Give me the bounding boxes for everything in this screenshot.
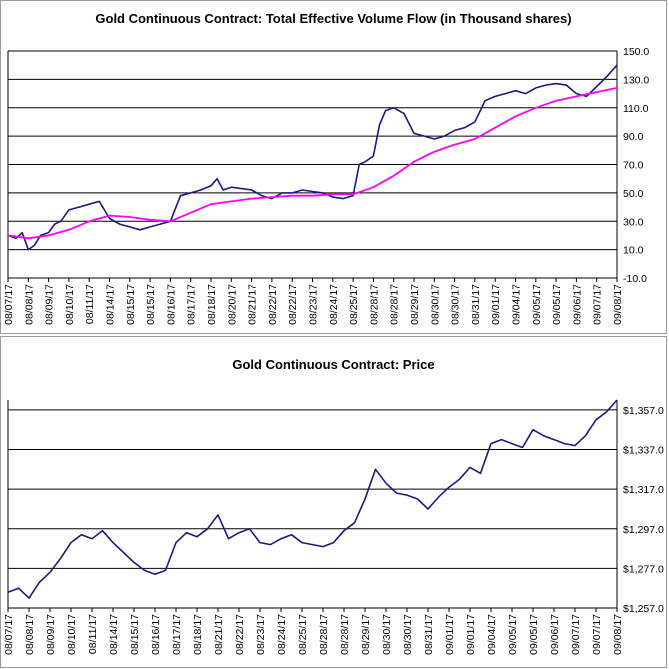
y-tick-label: $1,337.0: [623, 445, 664, 457]
x-tick-label: 09/05/17: [531, 284, 543, 325]
x-tick-label: 08/08/17: [24, 614, 36, 655]
price-chart-title: Gold Continuous Contract: Price: [232, 357, 435, 372]
x-tick-label: 08/28/17: [318, 614, 330, 655]
y-tick-label: 30.0: [623, 216, 644, 228]
x-tick-label: 08/20/17: [226, 284, 238, 325]
x-tick-label: 09/08/17: [612, 284, 624, 325]
x-tick-label: 08/18/17: [192, 614, 204, 655]
x-tick-label: 08/23/17: [308, 284, 320, 325]
y-tick-label: $1,277.0: [623, 563, 664, 575]
x-tick-label: 08/24/17: [276, 614, 288, 655]
x-tick-label: 08/30/17: [429, 284, 441, 325]
x-tick-label: 09/07/17: [591, 614, 603, 655]
volume-flow-chart: -10.0 10.0 30.0 50.0 70.0 90.0 110.0 130.0 150.0…: [3, 46, 649, 325]
y-tick-label: $1,257.0: [623, 603, 664, 615]
x-tick-label: 08/29/17: [360, 614, 372, 655]
y-tick-label: 90.0: [623, 131, 644, 143]
x-tick-label: 08/25/17: [348, 284, 360, 325]
x-tick-label: 08/11/17: [87, 614, 99, 654]
x-tick-label: 09/04/17: [511, 284, 523, 325]
x-tick-label: 08/28/17: [368, 284, 380, 325]
x-tick-label: 09/05/17: [528, 614, 540, 655]
y-tick-label: $1,317.0: [623, 484, 664, 496]
x-tick-label: 09/08/17: [612, 614, 624, 655]
x-tick-label: 08/07/17: [3, 614, 15, 655]
x-tick-label: 08/11/17: [84, 284, 96, 324]
y-tick-label: -10.0: [623, 273, 647, 285]
y-tick-label: $1,357.0: [623, 405, 664, 417]
x-tick-label: 08/24/17: [328, 284, 340, 325]
volume-flow-chart-title: Gold Continuous Contract: Total Effectiv…: [95, 11, 572, 26]
series-line-1-2: [7, 87, 618, 240]
x-tick-label: 09/05/17: [507, 614, 519, 655]
y-tick-label: 50.0: [623, 188, 644, 200]
x-tick-label: 08/30/17: [450, 284, 462, 325]
x-tick-label: 08/28/17: [339, 614, 351, 655]
x-tick-label: 08/08/17: [23, 284, 35, 325]
x-tick-label: 08/07/17: [3, 284, 15, 325]
x-tick-label: 08/22/17: [267, 284, 279, 325]
series-line-1-1: [7, 64, 618, 251]
x-tick-label: 08/10/17: [64, 284, 76, 325]
x-tick-label: 08/18/17: [206, 284, 218, 325]
y-tick-label: 110.0: [623, 103, 649, 115]
x-tick-label: 08/15/17: [125, 284, 137, 325]
x-tick-label: 08/17/17: [171, 614, 183, 655]
x-tick-label: 09/07/17: [570, 614, 582, 655]
x-tick-label: 08/28/17: [389, 284, 401, 325]
x-tick-label: 09/01/17: [444, 614, 456, 655]
x-tick-label: 08/16/17: [150, 614, 162, 655]
price-chart: $1,257.0 $1,277.0 $1,297.0 $1,317.0 $1,337.0…: [3, 399, 664, 655]
x-tick-label: 09/06/17: [549, 614, 561, 655]
x-tick-label: 08/22/17: [287, 284, 299, 325]
price-chart-panel: Gold Continuous Contract: Price $1,257.0…: [0, 336, 667, 668]
y-tick-label: 70.0: [623, 160, 644, 172]
x-tick-label: 08/31/17: [470, 284, 482, 325]
x-tick-label: 08/14/17: [105, 284, 117, 325]
x-tick-label: 09/01/17: [490, 284, 502, 325]
x-tick-label: 08/30/17: [402, 614, 414, 655]
y-tick-label: 130.0: [623, 74, 649, 86]
x-tick-label: 09/06/17: [571, 284, 583, 325]
x-tick-label: 08/31/17: [423, 614, 435, 655]
x-tick-label: 09/07/17: [592, 284, 604, 325]
x-tick-label: 09/04/17: [486, 614, 498, 655]
x-tick-label: 08/21/17: [213, 614, 225, 655]
x-tick-label: 08/23/17: [255, 614, 267, 655]
x-tick-label: 08/25/17: [297, 614, 309, 655]
x-tick-label: 08/21/17: [247, 284, 259, 325]
x-tick-label: 08/15/17: [129, 614, 141, 655]
x-tick-label: 08/10/17: [66, 614, 78, 655]
volume-flow-chart-panel: Gold Continuous Contract: Total Effectiv…: [0, 0, 667, 334]
x-tick-label: 08/29/17: [409, 284, 421, 325]
x-tick-label: 08/09/17: [45, 614, 57, 655]
x-tick-label: 08/17/17: [186, 284, 198, 325]
x-tick-label: 08/09/17: [44, 284, 56, 325]
x-tick-label: 09/01/17: [465, 614, 477, 655]
y-tick-label: 150.0: [623, 46, 649, 58]
y-tick-label: 10.0: [623, 245, 644, 257]
x-tick-label: 08/30/17: [381, 614, 393, 655]
y-tick-label: $1,297.0: [623, 524, 664, 536]
x-tick-label: 08/14/17: [108, 614, 120, 655]
series-line-2-1: [7, 399, 618, 599]
x-tick-label: 08/22/17: [234, 614, 246, 655]
x-tick-label: 08/16/17: [165, 284, 177, 325]
x-tick-label: 08/15/17: [145, 284, 157, 325]
x-tick-label: 09/05/17: [551, 284, 563, 325]
